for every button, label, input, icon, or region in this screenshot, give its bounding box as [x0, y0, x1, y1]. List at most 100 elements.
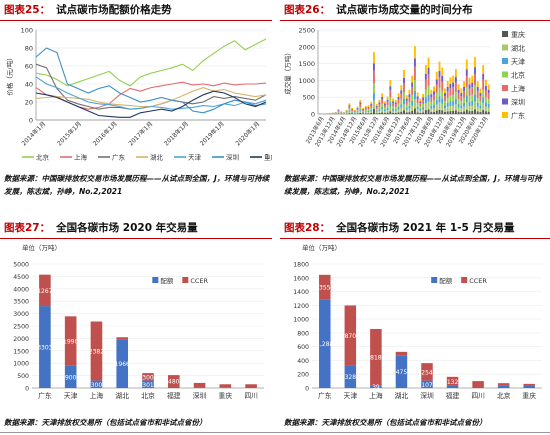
bar-segment	[364, 112, 367, 114]
bar-segment	[397, 99, 400, 104]
bar-segment	[449, 95, 452, 102]
legend-entry: 配额	[160, 276, 174, 285]
bar-segment	[359, 106, 362, 110]
bar-segment	[364, 111, 367, 113]
bar-segment	[482, 97, 485, 104]
bar-segment	[422, 109, 425, 113]
bar-segment	[353, 113, 356, 114]
bar-segment	[430, 101, 433, 106]
bar-segment	[362, 107, 364, 110]
bar-segment	[454, 68, 457, 78]
bar-segment	[479, 88, 482, 94]
y-tick-label: 40	[25, 81, 33, 89]
bar-segment	[373, 63, 375, 71]
bar-segment	[383, 105, 386, 108]
bar-segment	[362, 109, 364, 111]
bar-segment	[457, 84, 460, 90]
bar-segment	[479, 111, 482, 114]
bar-segment	[471, 87, 474, 95]
bar-segment	[438, 102, 441, 110]
bar-segment	[424, 97, 427, 104]
bar-segment	[476, 111, 479, 114]
bar-segment	[383, 112, 386, 114]
x-tick-label: 深圳	[420, 391, 434, 400]
bar-segment	[435, 71, 438, 80]
figure-27-panel: 图表27： 全国各碳市场 2020 年交易量 单位（万吨） 0 500 1000 1500…	[0, 218, 272, 414]
y-tick-label: 0	[25, 386, 29, 393]
x-tick-label: 2018年1月	[162, 120, 190, 148]
bar-segment	[424, 103, 427, 111]
series-line	[35, 63, 267, 110]
bar-segment	[479, 108, 482, 112]
x-tick-label: 湖北	[115, 391, 129, 400]
y-tick-label: 2000	[298, 43, 315, 51]
bar-segment	[392, 110, 395, 113]
y-tick-label: 1800	[293, 262, 309, 269]
bar-segment	[435, 79, 438, 85]
bar-segment	[422, 103, 425, 108]
y-tick-label: 60	[25, 63, 33, 71]
bar-segment	[367, 112, 370, 114]
bar-segment	[419, 110, 422, 113]
bar-segment	[454, 104, 457, 111]
series-line	[35, 76, 267, 110]
bar-segment	[441, 110, 444, 114]
bar-segment	[452, 100, 455, 106]
y-tick-label: 2500	[298, 27, 315, 35]
data-label: 1,288	[316, 341, 333, 348]
bar-segment	[484, 111, 487, 114]
bar-segment	[378, 106, 381, 110]
bar-segment	[463, 90, 466, 98]
bar-segment	[397, 109, 400, 113]
bar-segment	[219, 387, 232, 388]
bar-segment	[397, 106, 400, 110]
bar-segment	[482, 64, 485, 74]
bar-segment	[454, 110, 457, 114]
bar-segment	[362, 109, 364, 110]
bar-segment	[433, 86, 435, 92]
bar-segment	[378, 99, 381, 103]
data-label: 300	[142, 374, 154, 381]
y-tick-label: 3000	[13, 311, 29, 318]
bar-segment	[430, 94, 433, 98]
bar-segment	[449, 88, 452, 96]
bar-segment	[400, 93, 403, 100]
bar-segment	[474, 94, 476, 102]
legend-entry: 上海	[74, 153, 88, 162]
legend-swatch	[152, 277, 159, 283]
y-tick-label: 500	[17, 373, 29, 380]
source-note-bottom-right: 数据来源：天津排放权交易所（包括试点省市和非试点省份）	[284, 418, 487, 427]
bar-segment	[373, 109, 375, 114]
bar-segment	[394, 112, 397, 114]
y-tick-label: 1500	[13, 348, 29, 355]
legend-entry: 上海	[511, 84, 525, 93]
bar-segment	[392, 108, 395, 111]
bar-segment	[39, 274, 51, 307]
figure-25-chart: 0 20 40 60 80 100 价格（元/吨） 2014年1月 2015年1月 2016年1月…	[5, 27, 272, 162]
x-tick-label: 2020年1月	[234, 120, 262, 148]
bar-segment	[367, 111, 370, 113]
bar-segment	[348, 111, 351, 114]
bar-segment	[468, 84, 471, 89]
bar-segment	[364, 108, 367, 110]
bar-segment	[468, 95, 471, 102]
figure-26-panel: 图表26： 试点碳市场成交量的时间分布 0 500 1000 1500 2000 2500 成…	[280, 0, 550, 172]
bar-segment	[441, 67, 444, 76]
figure-28-panel: 图表28： 全国各碳市场 2021 年 1-5 月交易量 单位（万吨） 0 200 40…	[280, 218, 550, 414]
bar-segment	[433, 104, 435, 108]
series-line	[35, 47, 267, 114]
figure-28-label: 图表28：	[284, 222, 331, 234]
bar-segment	[375, 111, 378, 114]
bar-segment	[400, 90, 403, 94]
bar-segment	[348, 110, 351, 112]
bar-segment	[116, 337, 129, 340]
bar-segment	[413, 108, 416, 114]
data-label: 39	[372, 384, 380, 391]
bar-segment	[444, 101, 446, 106]
bar-segment	[482, 73, 485, 80]
bar-segment	[468, 101, 471, 107]
bar-segment	[381, 109, 384, 113]
x-tick-label: 湖北	[395, 391, 409, 400]
bar-segment	[344, 305, 357, 366]
bar-segment	[463, 81, 466, 87]
